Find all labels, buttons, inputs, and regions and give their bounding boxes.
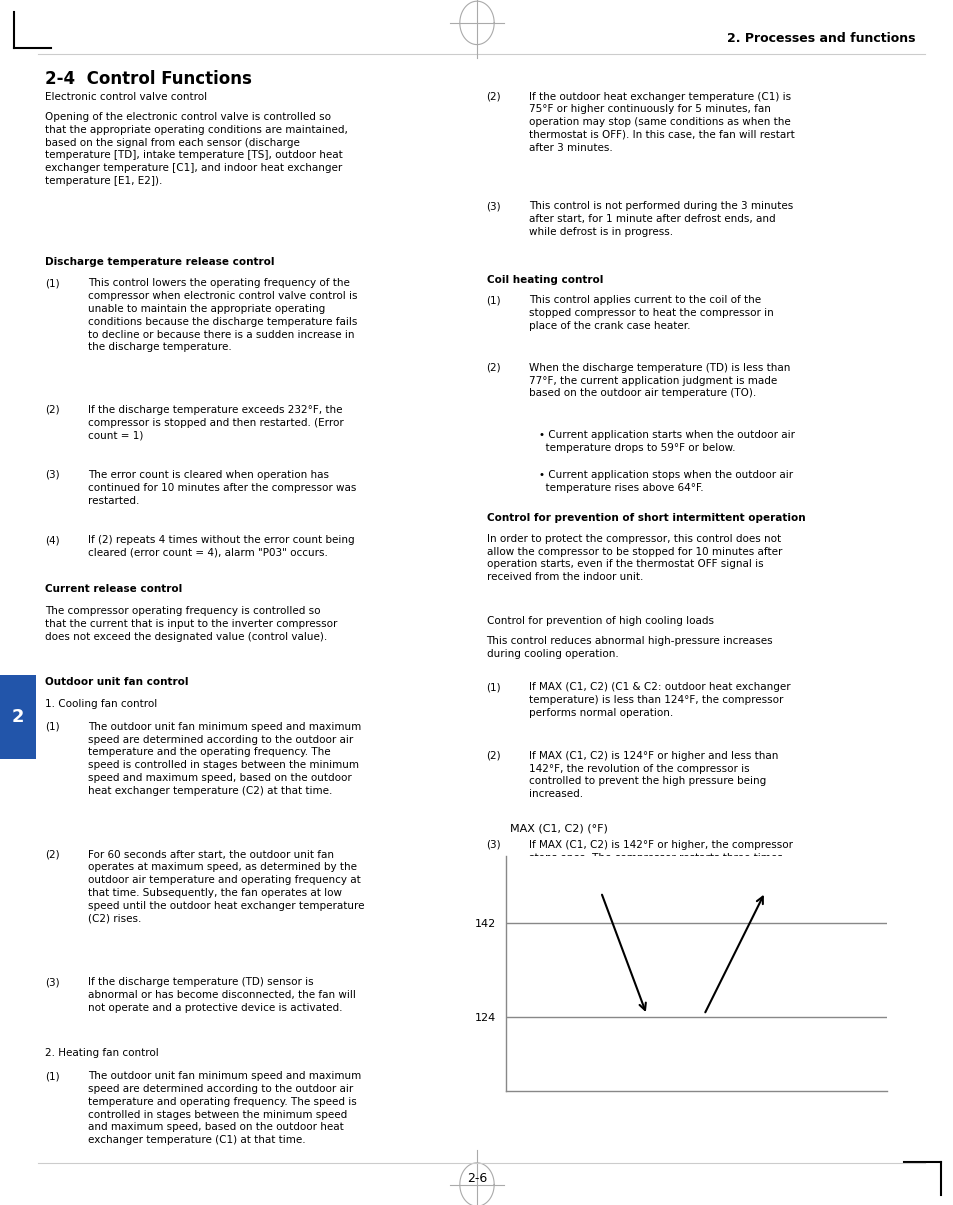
Text: Control for prevention of short intermittent operation: Control for prevention of short intermit… [486,513,804,523]
Text: Electronic control valve control: Electronic control valve control [45,92,207,101]
Text: The outdoor unit fan minimum speed and maximum
speed are determined according to: The outdoor unit fan minimum speed and m… [88,722,360,795]
Text: (2): (2) [486,92,500,101]
Text: This control is not performed during the 3 minutes
after start, for 1 minute aft: This control is not performed during the… [529,201,793,237]
Text: 2-6: 2-6 [466,1172,487,1185]
Text: (2): (2) [486,751,500,760]
Text: If the discharge temperature exceeds 232°F, the
compressor is stopped and then r: If the discharge temperature exceeds 232… [88,405,343,441]
Text: If the discharge temperature (TD) sensor is
abnormal or has become disconnected,: If the discharge temperature (TD) sensor… [88,977,355,1013]
Text: Coil heating control: Coil heating control [486,275,602,284]
Text: (1): (1) [45,1071,59,1081]
Text: (1): (1) [486,682,500,692]
Text: • Current application stops when the outdoor air
  temperature rises above 64°F.: • Current application stops when the out… [538,470,792,493]
Text: Discharge temperature release control: Discharge temperature release control [45,257,274,266]
Text: The compressor operating frequency is controlled so
that the current that is inp: The compressor operating frequency is co… [45,606,336,642]
Text: 2. Processes and functions: 2. Processes and functions [726,33,915,45]
Text: If MAX (C1, C2) is 124°F or higher and less than
142°F, the revolution of the co: If MAX (C1, C2) is 124°F or higher and l… [529,751,778,799]
Text: Opening of the electronic control valve is controlled so
that the appropriate op: Opening of the electronic control valve … [45,112,347,186]
Text: (3): (3) [486,201,500,211]
Text: The error count is cleared when operation has
continued for 10 minutes after the: The error count is cleared when operatio… [88,470,355,506]
Text: • Current application starts when the outdoor air
  temperature drops to 59°F or: • Current application starts when the ou… [538,430,794,453]
Text: (3): (3) [45,977,59,987]
Text: (2): (2) [486,363,500,372]
Text: (2): (2) [45,405,59,415]
Text: For 60 seconds after start, the outdoor unit fan
operates at maximum speed, as d: For 60 seconds after start, the outdoor … [88,850,364,923]
Text: If (2) repeats 4 times without the error count being
cleared (error count = 4), : If (2) repeats 4 times without the error… [88,535,354,558]
Text: (4): (4) [45,535,59,545]
Text: If MAX (C1, C2) (C1 & C2: outdoor heat exchanger
temperature) is less than 124°F: If MAX (C1, C2) (C1 & C2: outdoor heat e… [529,682,790,718]
Text: (1): (1) [45,278,59,288]
Text: 2-4  Control Functions: 2-4 Control Functions [45,70,252,88]
Text: This control applies current to the coil of the
stopped compressor to heat the c: This control applies current to the coil… [529,295,774,331]
Text: Current release control: Current release control [45,584,182,594]
Text: If MAX (C1, C2) is 142°F or higher, the compressor
stops once. The compressor re: If MAX (C1, C2) is 142°F or higher, the … [529,840,793,888]
Text: If the outdoor heat exchanger temperature (C1) is
75°F or higher continuously fo: If the outdoor heat exchanger temperatur… [529,92,795,153]
Text: 1. Cooling fan control: 1. Cooling fan control [45,699,157,709]
Text: MAX (C1, C2) (°F): MAX (C1, C2) (°F) [510,824,608,834]
Text: (3): (3) [486,840,500,850]
Text: 2. Heating fan control: 2. Heating fan control [45,1048,158,1058]
Text: Outdoor unit fan control: Outdoor unit fan control [45,677,188,687]
Text: (3): (3) [45,470,59,480]
Text: When the discharge temperature (TD) is less than
77°F, the current application j: When the discharge temperature (TD) is l… [529,363,790,399]
Text: This control reduces abnormal high-pressure increases
during cooling operation.: This control reduces abnormal high-press… [486,636,772,659]
FancyBboxPatch shape [0,675,36,759]
Text: (1): (1) [486,295,500,305]
Text: This control lowers the operating frequency of the
compressor when electronic co: This control lowers the operating freque… [88,278,356,352]
Text: In order to protect the compressor, this control does not
allow the compressor t: In order to protect the compressor, this… [486,534,781,582]
Text: (1): (1) [45,722,59,731]
Text: Control for prevention of high cooling loads: Control for prevention of high cooling l… [486,616,713,625]
Text: (2): (2) [45,850,59,859]
Text: 2: 2 [11,709,25,725]
Text: The outdoor unit fan minimum speed and maximum
speed are determined according to: The outdoor unit fan minimum speed and m… [88,1071,360,1145]
